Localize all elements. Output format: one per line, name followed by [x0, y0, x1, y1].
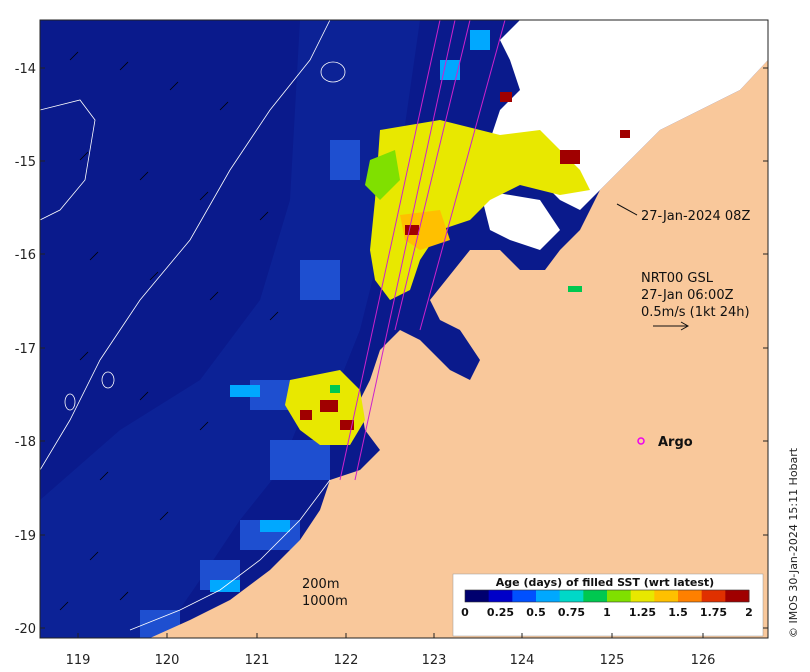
colorbar-outline [464, 589, 750, 603]
colorbar-tick-label: 0.75 [558, 606, 585, 619]
isobath-200m-label: 200m [302, 577, 339, 592]
sst-age-yellow-north [370, 120, 590, 300]
sst-age-green-patch [365, 150, 400, 200]
colorbar-swatch [607, 590, 632, 602]
satellite-tracks [339, 20, 506, 481]
colorbar-title: Age (days) of filled SST (wrt latest) [496, 576, 714, 589]
sst-age-red-patches [300, 92, 630, 430]
x-tick-label: 120 [155, 653, 180, 668]
isobath-1000m-label: 1000m [302, 594, 348, 609]
sst-age-orange-patch [400, 210, 450, 250]
x-tick-label: 121 [245, 653, 270, 668]
scale-arrow [653, 321, 690, 331]
isobath-200m [40, 99, 96, 221]
colorbar-swatch [725, 590, 750, 602]
current-time-label: 27-Jan 06:00Z [641, 288, 734, 303]
y-tick-label: -14 [15, 62, 36, 77]
isobath-1000m [40, 20, 331, 471]
isobath-island-1 [320, 61, 346, 83]
x-tick-label: 125 [600, 653, 625, 668]
credit-text: © IMOS 30-Jan-2024 15:11 Hobart [787, 447, 800, 638]
colorbar-tick-label: 1.75 [700, 606, 727, 619]
colorbar-swatch [559, 590, 584, 602]
land-kimberley [150, 60, 768, 638]
colorbar-swatch [488, 590, 513, 602]
x-tick-label: 123 [422, 653, 447, 668]
x-axis-ticks: 119 120 121 122 123 124 125 126 [66, 633, 716, 668]
colorbar-swatch [630, 590, 655, 602]
y-tick-label: -20 [15, 622, 36, 637]
y-axis-ticks: -14 -15 -16 -17 -18 -19 -20 [15, 62, 768, 637]
colorbar-swatch [654, 590, 679, 602]
plot-frame [39, 19, 769, 639]
colorbar-swatch [512, 590, 537, 602]
isobath-coastal [129, 479, 331, 631]
y-tick-label: -15 [15, 155, 36, 170]
colorbar-tick-label: 1.5 [668, 606, 688, 619]
y-tick-label: -18 [15, 435, 36, 450]
sst-age-green-fleck [330, 286, 582, 393]
colorbar-swatch [701, 590, 726, 602]
argo-marker [637, 437, 645, 445]
colorbar-ticks: 0 0.25 0.5 0.75 1 1.25 1.5 1.75 2 [461, 606, 753, 619]
colorbar-tick-label: 1.25 [629, 606, 656, 619]
colorbar-swatch [583, 590, 608, 602]
colorbar-tick-label: 0.5 [526, 606, 546, 619]
track-time-pointer [616, 203, 638, 216]
current-scale-label: 0.5m/s (1kt 24h) [641, 305, 750, 320]
y-tick-label: -19 [15, 529, 36, 544]
colorbar-tick-label: 0.25 [487, 606, 514, 619]
no-data-patch [480, 190, 560, 250]
x-tick-label: 122 [334, 653, 359, 668]
colorbar-swatch [678, 590, 703, 602]
y-tick-label: -17 [15, 342, 36, 357]
colorbar-tick-label: 1 [603, 606, 611, 619]
x-tick-label: 124 [510, 653, 535, 668]
colorbar-tick-label: 0 [461, 606, 469, 619]
colorbar-swatch [465, 590, 490, 602]
track-time-label: 27-Jan-2024 08Z [641, 209, 750, 224]
current-source-label: NRT00 GSL [641, 271, 714, 286]
land-coast-inlet [460, 310, 520, 355]
argo-label: Argo [658, 435, 693, 450]
shelf-water [40, 20, 420, 638]
y-tick-label: -16 [15, 248, 36, 263]
isobath-island-2 [101, 371, 115, 389]
isobath-island-3 [64, 393, 76, 411]
colorbar-swatch [536, 590, 561, 602]
x-tick-label: 126 [691, 653, 716, 668]
colorbar-tick-label: 2 [745, 606, 753, 619]
colorbar-panel [452, 573, 764, 637]
current-vectors [59, 51, 279, 611]
colorbar-swatches [464, 589, 750, 603]
x-tick-label: 119 [66, 653, 91, 668]
